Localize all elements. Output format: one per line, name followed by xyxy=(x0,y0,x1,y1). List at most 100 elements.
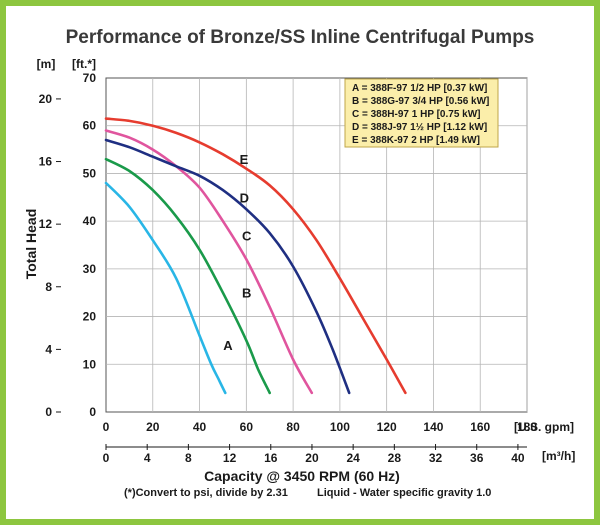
data-point-a xyxy=(224,392,227,394)
data-point-b xyxy=(257,368,259,370)
curve-label-e: E xyxy=(240,152,249,167)
data-point-e xyxy=(128,120,131,122)
x-tick-label-gpm: 20 xyxy=(146,420,160,434)
y-tick-label-meters: 0 xyxy=(45,405,52,419)
x-tick-label-gpm: 180 xyxy=(517,420,537,434)
data-point-d xyxy=(105,139,107,141)
data-point-a xyxy=(128,206,131,208)
y-tick-label-feet: 10 xyxy=(83,357,97,371)
data-point-a xyxy=(105,182,107,184)
x-tick-label-gpm: 100 xyxy=(330,420,350,434)
x-tick-label-gpm: 0 xyxy=(103,420,110,434)
series-line-d xyxy=(104,138,351,395)
y-tick-label-feet: 20 xyxy=(83,310,97,324)
data-point-a xyxy=(217,377,220,380)
y-tick-label-feet: 0 xyxy=(89,405,96,419)
x-tick-label-gpm: 40 xyxy=(193,420,207,434)
data-point-d xyxy=(128,146,131,148)
data-point-e xyxy=(404,392,407,394)
data-point-d xyxy=(198,175,201,177)
x-tick-label-m3h: 24 xyxy=(346,451,360,465)
x-tick-label-m3h: 12 xyxy=(223,451,237,465)
data-point-c xyxy=(198,186,201,189)
x-unit-m3h: [m³/h] xyxy=(542,449,575,463)
data-point-b xyxy=(198,248,201,251)
series-line-c xyxy=(104,129,314,395)
data-point-b xyxy=(222,291,224,294)
y-tick-label-feet: 70 xyxy=(83,71,97,85)
data-point-e xyxy=(315,239,318,242)
data-point-e xyxy=(385,358,388,361)
y-tick-label-feet: 30 xyxy=(83,262,97,276)
y-axis-title: Total Head xyxy=(23,209,39,280)
x-tick-label-gpm: 120 xyxy=(377,420,397,434)
x-tick-label-gpm: 80 xyxy=(286,420,300,434)
x-tick-label-m3h: 20 xyxy=(305,451,319,465)
data-point-a xyxy=(210,363,213,366)
data-point-c xyxy=(222,220,224,222)
data-point-a xyxy=(198,334,201,337)
curve-label-d: D xyxy=(240,190,249,205)
data-point-c xyxy=(268,306,271,308)
data-point-e xyxy=(198,141,201,144)
data-point-c xyxy=(292,358,294,361)
curve-label-c: C xyxy=(242,228,252,243)
data-point-b xyxy=(105,158,107,160)
data-point-d xyxy=(245,208,248,211)
x-tick-label-m3h: 0 xyxy=(103,451,110,465)
y-tick-label-meters: 12 xyxy=(39,217,53,231)
data-point-d xyxy=(222,189,224,191)
data-point-e xyxy=(222,153,224,156)
data-point-a xyxy=(175,277,177,280)
legend-entry-d: D = 388J-97 1½ HP [1.12 kW] xyxy=(352,122,487,133)
data-point-c xyxy=(311,392,313,394)
chart-title: Performance of Bronze/SS Inline Centrifu… xyxy=(66,27,535,48)
data-point-b xyxy=(175,215,177,218)
data-point-c xyxy=(245,258,248,261)
data-point-a xyxy=(151,239,154,242)
footnote-psi: (*)Convert to psi, divide by 2.31 xyxy=(124,487,288,499)
y-tick-label-meters: 16 xyxy=(39,155,53,169)
y-tick-label-meters: 8 xyxy=(45,280,52,294)
x-unit-gpm: [U.S. gpm] xyxy=(514,420,574,434)
data-point-d xyxy=(268,232,271,234)
data-point-b xyxy=(151,189,154,191)
legend-entry-e: E = 388K-97 2 HP [1.49 kW] xyxy=(352,135,480,146)
data-point-d xyxy=(348,392,351,394)
y-tick-label-meters: 20 xyxy=(39,92,53,106)
x-tick-label-m3h: 36 xyxy=(470,451,484,465)
series-line-e xyxy=(104,117,407,395)
data-point-b xyxy=(128,170,131,172)
data-point-e xyxy=(292,208,294,211)
data-point-d xyxy=(332,349,334,351)
data-point-e xyxy=(268,184,271,187)
series-line-a xyxy=(104,181,227,395)
y-unit-feet: [ft.*] xyxy=(72,57,96,71)
curve-label-b: B xyxy=(242,286,251,301)
data-point-d xyxy=(151,155,154,158)
data-point-b xyxy=(245,339,248,342)
data-point-c xyxy=(128,136,131,139)
y-tick-label-feet: 40 xyxy=(83,214,97,228)
data-point-e xyxy=(175,132,177,134)
footnote-liquid: Liquid - Water specific gravity 1.0 xyxy=(317,487,491,499)
x-ticks-m3h: 0 4 8 12 16 20 24 28 32 36 40 xyxy=(103,444,527,465)
x-tick-label-m3h: 32 xyxy=(429,451,443,465)
x-tick-label-gpm: 60 xyxy=(240,420,254,434)
x-tick-label-m3h: 8 xyxy=(185,451,192,465)
y-tick-label-feet: 50 xyxy=(83,166,97,180)
y-unit-meters: [m] xyxy=(37,57,56,71)
y-ticks-feet: 0 10 20 30 40 50 60 70 xyxy=(83,71,97,419)
data-point-e xyxy=(105,117,107,120)
x-axis-title: Capacity @ 3450 RPM (60 Hz) xyxy=(204,468,400,484)
data-point-e xyxy=(339,277,341,280)
x-tick-label-m3h: 16 xyxy=(264,451,278,465)
data-point-d xyxy=(175,165,177,168)
series-group xyxy=(104,117,407,395)
curve-label-a: A xyxy=(223,338,233,353)
data-point-d xyxy=(292,265,294,268)
data-point-c xyxy=(105,129,107,132)
y-tick-label-feet: 60 xyxy=(83,119,97,133)
data-point-e xyxy=(245,167,248,170)
